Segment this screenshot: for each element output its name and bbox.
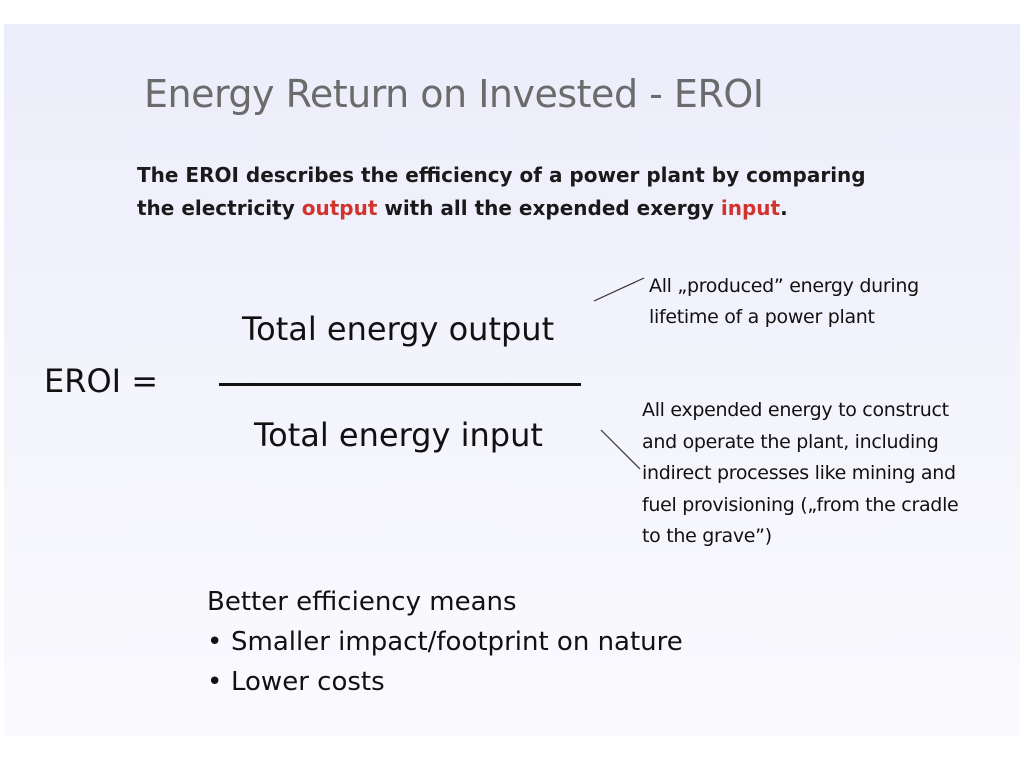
intro-line-1: The EROI describes the efficiency of a p… bbox=[137, 163, 866, 187]
intro-text: The EROI describes the efficiency of a p… bbox=[137, 159, 937, 225]
list-item-text: Smaller impact/footprint on nature bbox=[231, 627, 683, 657]
input-note-line: to the grave”) bbox=[642, 525, 772, 547]
list-item: • Smaller impact/footprint on nature bbox=[207, 622, 683, 662]
input-note-line: and operate the plant, including bbox=[642, 430, 939, 453]
benefits-list: Better efficiency means • Smaller impact/… bbox=[207, 582, 683, 702]
slide-title: Energy Return on Invested - EROI bbox=[144, 72, 764, 116]
fraction-bar bbox=[219, 383, 581, 386]
output-highlight: output bbox=[301, 196, 378, 220]
formula-lhs: EROI = bbox=[44, 362, 159, 400]
callout-connectors bbox=[593, 277, 645, 470]
intro-line-2: the electricity output with all the expe… bbox=[137, 192, 937, 225]
input-note-line: fuel provisioning („from the cradle bbox=[642, 493, 959, 516]
intro-line-2-start: the electricity bbox=[137, 196, 302, 220]
output-note-line: All „produced” energy during bbox=[649, 275, 919, 297]
output-callout-line bbox=[593, 277, 645, 302]
intro-line-2-middle: with all the expended exergy bbox=[377, 196, 721, 220]
input-highlight: input bbox=[720, 196, 781, 220]
formula-denominator: Total energy input bbox=[254, 416, 543, 454]
list-item-text: Lower costs bbox=[231, 667, 385, 697]
formula-numerator: Total energy output bbox=[242, 310, 555, 348]
input-note-line: indirect processes like mining and bbox=[642, 462, 956, 484]
input-note: All expended energy to construct and ope… bbox=[642, 395, 959, 553]
intro-line-2-end: . bbox=[780, 196, 788, 220]
bullet: • bbox=[207, 627, 223, 657]
bullet: • bbox=[207, 667, 223, 697]
input-note-line: All expended energy to construct bbox=[642, 399, 949, 421]
slide: Energy Return on Invested - EROI The ERO… bbox=[4, 24, 1020, 736]
output-note-line: lifetime of a power plant bbox=[649, 306, 875, 328]
benefits-heading: Better efficiency means bbox=[207, 587, 517, 617]
input-callout-line bbox=[600, 429, 641, 470]
list-item: • Lower costs bbox=[207, 662, 683, 702]
output-note: All „produced” energy during lifetime of… bbox=[649, 271, 919, 333]
